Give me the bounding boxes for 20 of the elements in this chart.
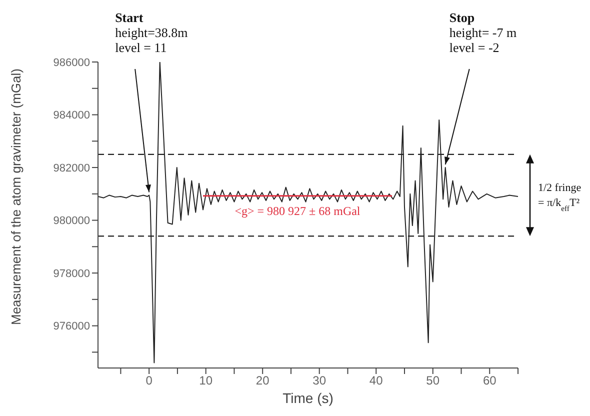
annotation: Start height=38.8m level = 11 <box>115 10 188 55</box>
y-axis-title: Measurement of the atom gravimeter (mGal) <box>8 68 24 325</box>
y-tick-label: 986000 <box>53 56 90 69</box>
x-axis-title: Time (s) <box>282 390 334 406</box>
x-tick-label: 40 <box>369 374 384 388</box>
annotation: Stop height= -7 m level = -2 <box>449 10 517 55</box>
y-tick-label: 980000 <box>53 215 90 228</box>
x-tick-label: 20 <box>256 374 270 388</box>
series-label: <g> = 980 927 ± 68 mGal <box>234 204 361 218</box>
x-tick-label: 30 <box>312 374 326 388</box>
x-tick-label: 10 <box>199 374 213 388</box>
y-tick-label: 978000 <box>53 268 90 280</box>
line-series <box>98 62 518 364</box>
y-tick-label: 982000 <box>53 162 90 174</box>
text: 1/2 fringe = π/k$_{eff}$T² <box>538 182 582 213</box>
y-tick-label: 984000 <box>53 110 90 122</box>
y-tick-label: 976000 <box>53 320 90 333</box>
x-tick-label: 50 <box>426 374 440 388</box>
x-tick-label: 60 <box>482 374 497 388</box>
x-tick-label: 0 <box>146 374 153 388</box>
